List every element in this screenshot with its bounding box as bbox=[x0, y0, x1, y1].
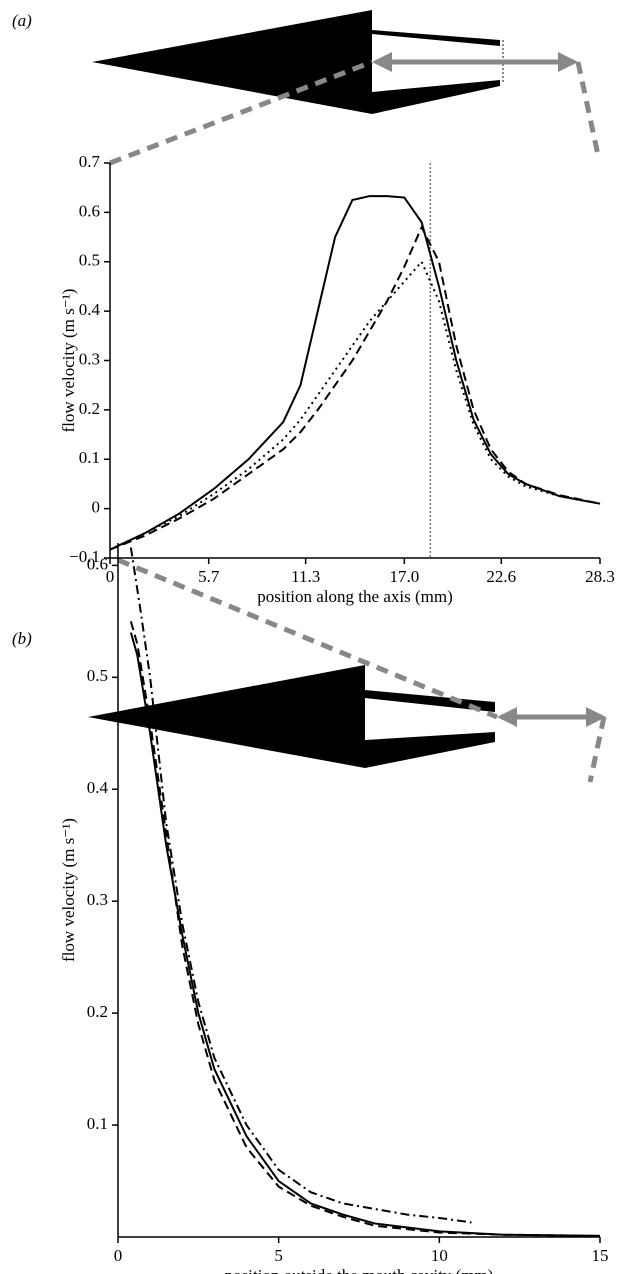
diagram-b bbox=[88, 557, 607, 783]
x-tick-label: 22.6 bbox=[486, 567, 516, 586]
series-line bbox=[129, 632, 601, 1237]
y-axis-label: flow velocity (m s⁻¹) bbox=[59, 818, 78, 962]
series-line bbox=[129, 547, 472, 1224]
panel-label: (b) bbox=[12, 629, 32, 648]
series-line bbox=[109, 224, 601, 551]
y-axis-label: flow velocity (m s⁻¹) bbox=[59, 289, 78, 433]
series-line bbox=[109, 259, 601, 551]
y-tick-label: 0.5 bbox=[87, 666, 108, 685]
y-tick-label: −0.1 bbox=[69, 547, 100, 566]
y-tick-label: 0.5 bbox=[79, 251, 100, 270]
x-tick-label: 5.7 bbox=[198, 567, 220, 586]
x-axis-label: position along the axis (mm) bbox=[257, 587, 452, 606]
x-tick-label: 5 bbox=[274, 1246, 283, 1265]
x-tick-label: 15 bbox=[592, 1246, 609, 1265]
y-tick-label: 0.3 bbox=[87, 890, 108, 909]
y-tick-label: 0 bbox=[92, 498, 101, 517]
y-tick-label: 0.2 bbox=[87, 1002, 108, 1021]
diagram-a bbox=[92, 10, 601, 166]
y-tick-label: 0.1 bbox=[87, 1114, 108, 1133]
x-tick-label: 10 bbox=[431, 1246, 448, 1265]
panel-label: (a) bbox=[12, 11, 32, 30]
x-axis-label: position outside the mouth cavity (mm) bbox=[225, 1266, 494, 1274]
y-tick-label: 0.6 bbox=[87, 554, 108, 573]
series-line bbox=[129, 621, 601, 1237]
y-tick-label: 0.7 bbox=[79, 152, 101, 171]
x-tick-label: 0 bbox=[114, 1246, 123, 1265]
y-tick-label: 0.4 bbox=[87, 778, 109, 797]
x-tick-label: 0 bbox=[106, 567, 115, 586]
x-tick-label: 17.0 bbox=[389, 567, 419, 586]
y-tick-label: 0.4 bbox=[79, 300, 101, 319]
x-tick-label: 11.3 bbox=[291, 567, 320, 586]
y-tick-label: 0.2 bbox=[79, 399, 100, 418]
y-tick-label: 0.3 bbox=[79, 349, 100, 368]
x-tick-label: 28.3 bbox=[585, 567, 615, 586]
series-line bbox=[109, 195, 601, 551]
y-tick-label: 0.6 bbox=[79, 201, 100, 220]
y-tick-label: 0.1 bbox=[79, 448, 100, 467]
